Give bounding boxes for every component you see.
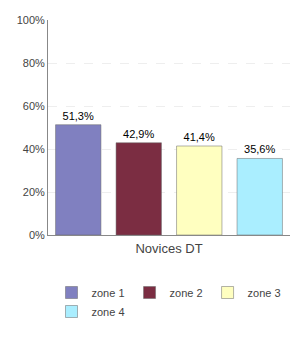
svg-text:40%: 40% <box>23 143 45 155</box>
svg-text:zone 2: zone 2 <box>170 287 203 299</box>
svg-text:zone 4: zone 4 <box>92 306 125 318</box>
svg-text:42,9%: 42,9% <box>123 128 154 140</box>
svg-text:20%: 20% <box>23 186 45 198</box>
svg-text:41,4%: 41,4% <box>184 131 215 143</box>
svg-text:0%: 0% <box>29 229 45 241</box>
svg-text:zone 1: zone 1 <box>92 287 125 299</box>
svg-text:60%: 60% <box>23 100 45 112</box>
svg-text:100%: 100% <box>17 14 45 26</box>
svg-text:zone 3: zone 3 <box>248 287 281 299</box>
svg-text:80%: 80% <box>23 57 45 69</box>
svg-text:35,6%: 35,6% <box>244 143 275 155</box>
svg-text:Novices DT: Novices DT <box>135 241 202 256</box>
svg-text:51,3%: 51,3% <box>63 110 94 122</box>
